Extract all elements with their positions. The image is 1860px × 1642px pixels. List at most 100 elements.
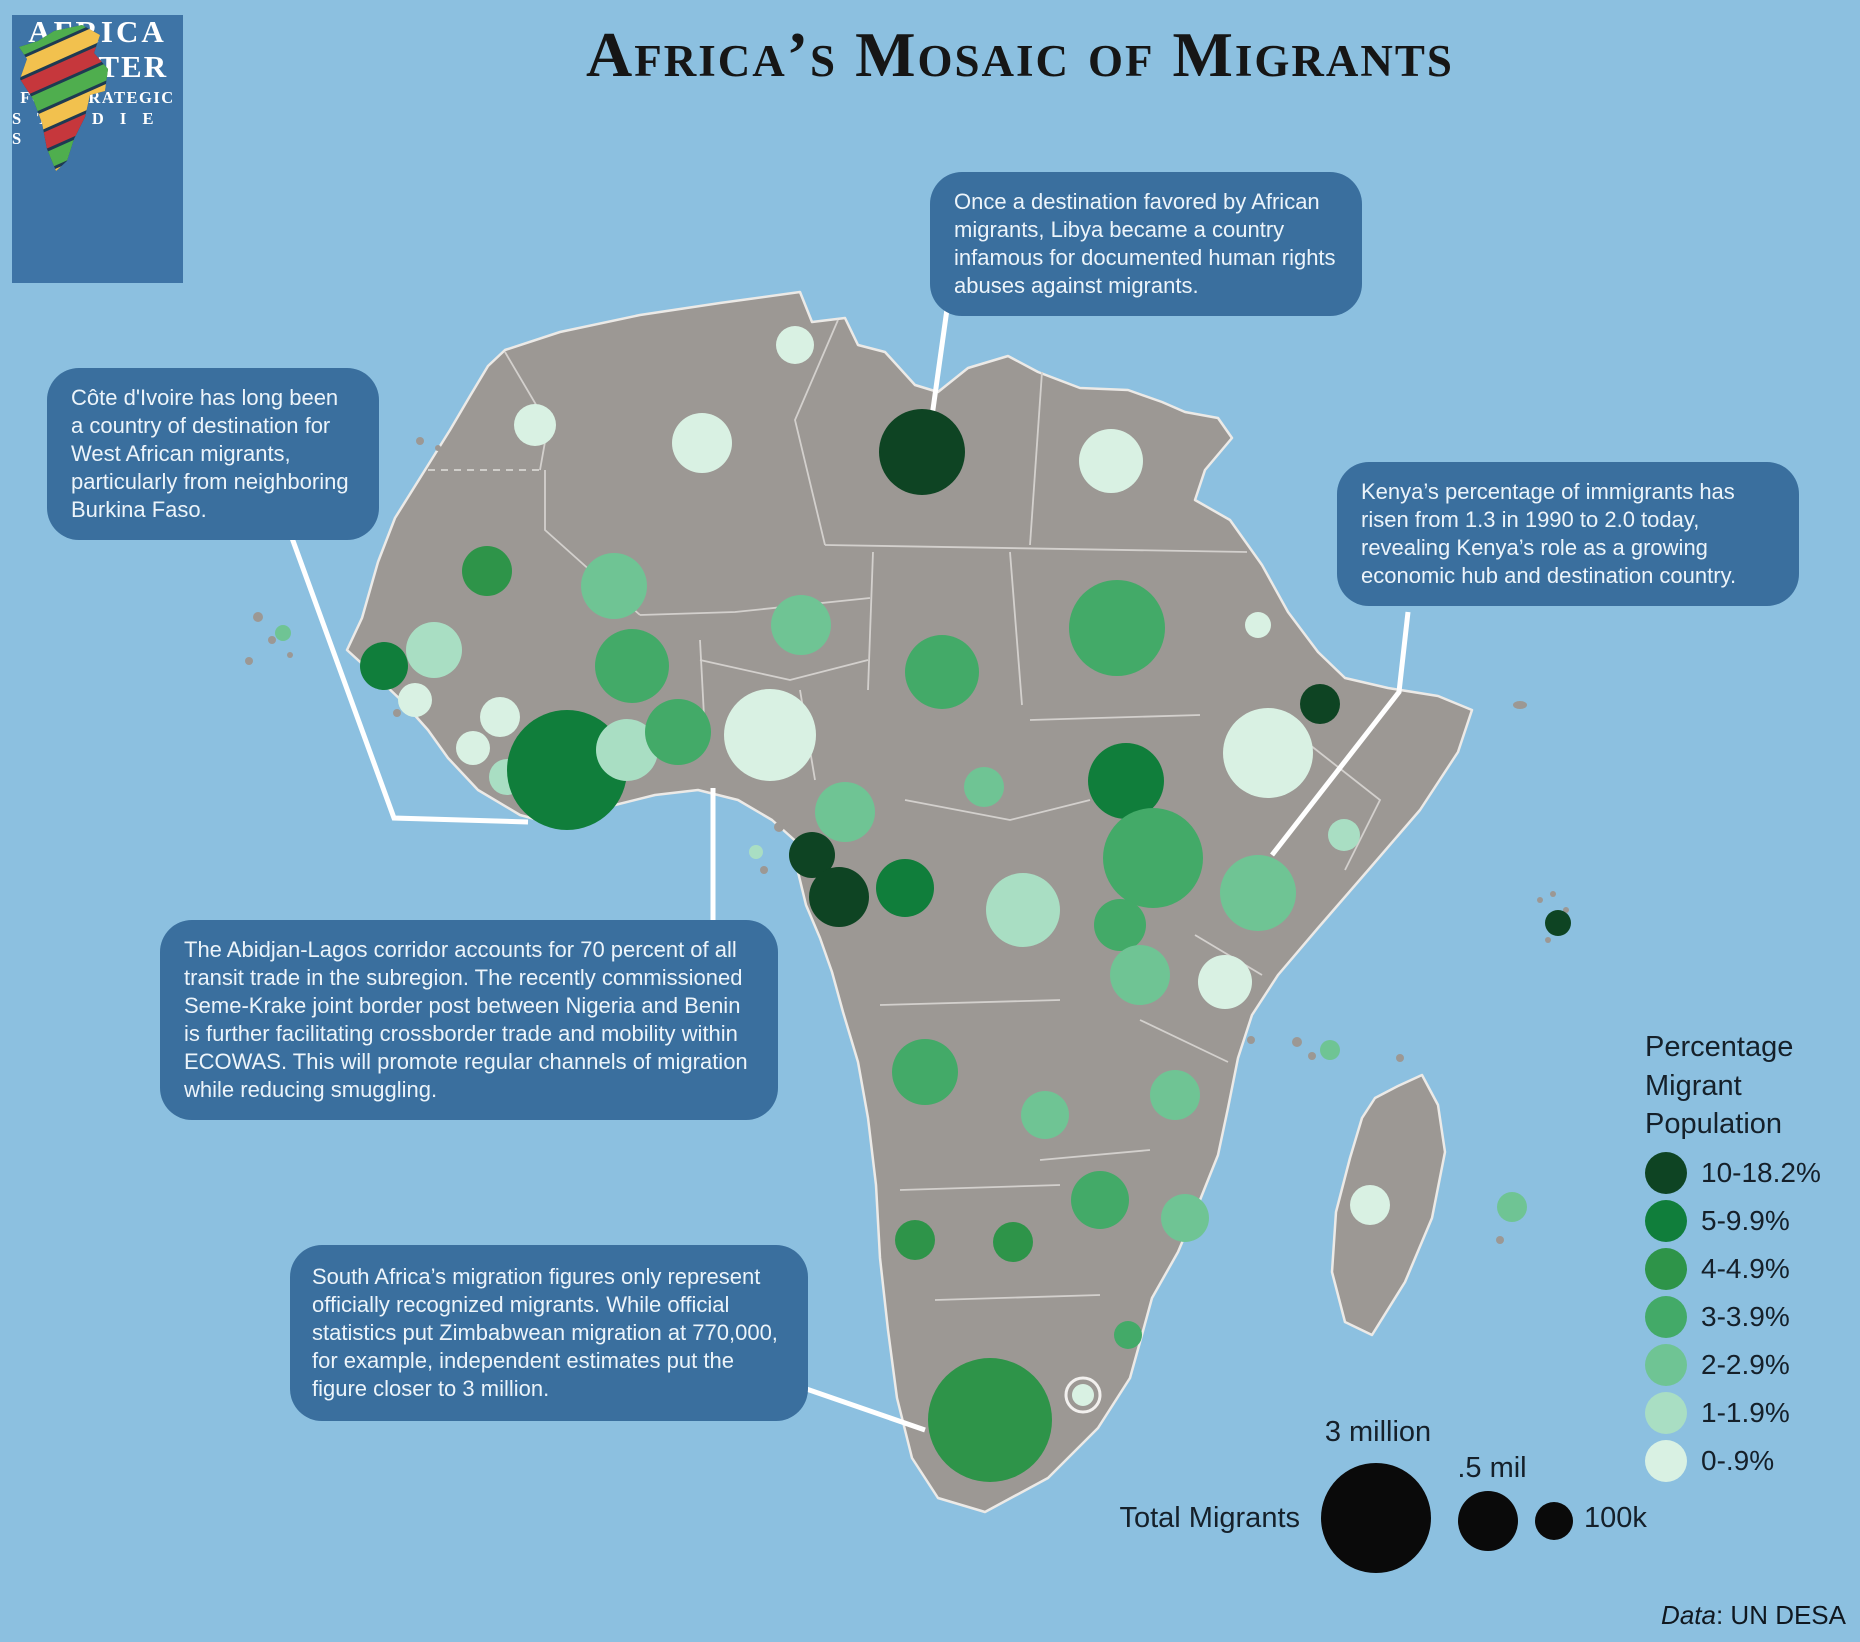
legend-swatch-circle: [1645, 1248, 1687, 1290]
percentage-legend: 10-18.2% 5-9.9% 4-4.9% 3-3.9% 2-2.9% 1-1.9% 0-…: [1645, 1149, 1821, 1485]
legend-label: 3-3.9%: [1701, 1301, 1790, 1332]
size-scale-circles: [1321, 1463, 1573, 1573]
size-scale-circle: [1321, 1463, 1431, 1573]
migrant-bubble: [1103, 808, 1203, 908]
legend-swatch-circle: [1645, 1344, 1687, 1386]
migrant-bubble: [724, 689, 816, 781]
migrant-bubble: [789, 832, 835, 878]
migrant-bubble: [776, 326, 814, 364]
africa-ribbon-icon: [19, 25, 108, 171]
size-scale-circle: [1458, 1491, 1518, 1551]
page-title: Africa’s Mosaic of Migrants: [586, 19, 1454, 90]
migrant-bubble: [480, 697, 520, 737]
callout-libya: Once a destination favored by African mi…: [930, 172, 1362, 316]
migrant-bubble: [895, 1220, 935, 1260]
legend-label: 1-1.9%: [1701, 1397, 1790, 1428]
migrant-bubble: [1079, 429, 1143, 493]
legend-swatch-circle: [1645, 1392, 1687, 1434]
legend-item: 4-4.9%: [1645, 1245, 1821, 1293]
legend-item: 10-18.2%: [1645, 1149, 1821, 1197]
legend-item: 1-1.9%: [1645, 1389, 1821, 1437]
size-legend-100k-label: 100k: [1584, 1502, 1647, 1534]
callout-cote-divoire: Côte d'Ivoire has long been a country of…: [47, 368, 379, 540]
migrant-bubble: [993, 1222, 1033, 1262]
migrant-bubble: [905, 635, 979, 709]
migrant-bubble: [1114, 1321, 1142, 1349]
migrant-bubble: [1223, 708, 1313, 798]
migrant-bubble: [809, 867, 869, 927]
migrant-bubble: [771, 595, 831, 655]
data-source-rest: : UN DESA: [1715, 1600, 1846, 1630]
migrant-bubble: [1300, 684, 1340, 724]
migrant-bubble: [1161, 1194, 1209, 1242]
migrant-bubbles-layer: [275, 326, 1571, 1482]
migrant-bubble: [928, 1358, 1052, 1482]
migrant-bubble: [1328, 819, 1360, 851]
country-borders: [504, 319, 1382, 1301]
migrant-bubble: [456, 731, 490, 765]
migrant-bubble: [1545, 910, 1571, 936]
legend-swatch-circle: [1645, 1200, 1687, 1242]
migrant-bubble: [514, 404, 556, 446]
migrant-bubble: [1094, 899, 1146, 951]
island-specks: [245, 437, 1569, 1244]
callout-abidjan-lagos: The Abidjan-Lagos corridor accounts for …: [160, 920, 778, 1120]
migrant-bubble: [815, 782, 875, 842]
migrant-bubble: [1198, 955, 1252, 1009]
legend-item: 3-3.9%: [1645, 1293, 1821, 1341]
migrant-bubble: [1072, 1384, 1094, 1406]
legend-swatch-circle: [1645, 1296, 1687, 1338]
migrant-bubble: [1021, 1091, 1069, 1139]
migrant-bubble: [1245, 612, 1271, 638]
migrant-bubble: [275, 625, 291, 641]
migrant-bubble: [1497, 1192, 1527, 1222]
migrant-bubble: [964, 767, 1004, 807]
legend-label: 0-.9%: [1701, 1445, 1775, 1476]
connector-cote-divoire: [289, 537, 529, 825]
legend-swatch-circle: [1645, 1440, 1687, 1482]
connector-kenya: [1270, 611, 1411, 857]
migrant-bubble: [1110, 945, 1170, 1005]
migrant-bubble: [596, 719, 658, 781]
data-source: Data: UN DESA: [1661, 1600, 1846, 1631]
migrant-bubble: [360, 642, 408, 690]
connector-south-africa: [791, 1381, 926, 1433]
legend-item: 2-2.9%: [1645, 1341, 1821, 1389]
migrant-bubble: [645, 699, 711, 765]
migrant-bubble: [1069, 580, 1165, 676]
migrant-bubble: [1150, 1070, 1200, 1120]
migrant-bubble: [406, 622, 462, 678]
migrant-bubble: [1071, 1171, 1129, 1229]
size-scale-circle: [1535, 1502, 1573, 1540]
migrant-bubble: [398, 683, 432, 717]
migrant-bubble: [1088, 743, 1164, 819]
africa-center-logo: AFRICA CENTER FOR STRATEGIC S T U D I E …: [12, 14, 183, 283]
callout-kenya: Kenya’s percentage of immigrants has ris…: [1337, 462, 1799, 606]
migrant-bubble: [581, 553, 647, 619]
size-legend-half-mil-label: .5 mil: [1457, 1452, 1527, 1484]
size-legend-title: Total Migrants: [1119, 1502, 1300, 1534]
migrant-bubble: [876, 859, 934, 917]
migrant-bubble: [672, 413, 732, 473]
legend-label: 10-18.2%: [1701, 1157, 1821, 1188]
migrant-bubble: [595, 629, 669, 703]
size-legend-3-million-label: 3 million: [1324, 1416, 1432, 1448]
legend-label: 4-4.9%: [1701, 1253, 1790, 1284]
migrant-bubble: [879, 409, 965, 495]
legend-item: 0-.9%: [1645, 1437, 1821, 1485]
legend-label: 2-2.9%: [1701, 1349, 1790, 1380]
migrant-bubble: [1320, 1040, 1340, 1060]
migrant-bubble: [986, 873, 1060, 947]
migrant-bubble: [892, 1039, 958, 1105]
migrant-bubble: [1220, 855, 1296, 931]
migrant-bubble: [749, 845, 763, 859]
migrant-bubble: [462, 546, 512, 596]
migrant-bubble: [507, 710, 627, 830]
data-source-word: Data: [1661, 1600, 1716, 1630]
percentage-legend-title: Percentage Migrant Population: [1645, 1031, 1794, 1141]
lesotho-enclave-outline: [1064, 1376, 1102, 1414]
legend-swatch-circle: [1645, 1152, 1687, 1194]
legend-item: 5-9.9%: [1645, 1197, 1821, 1245]
